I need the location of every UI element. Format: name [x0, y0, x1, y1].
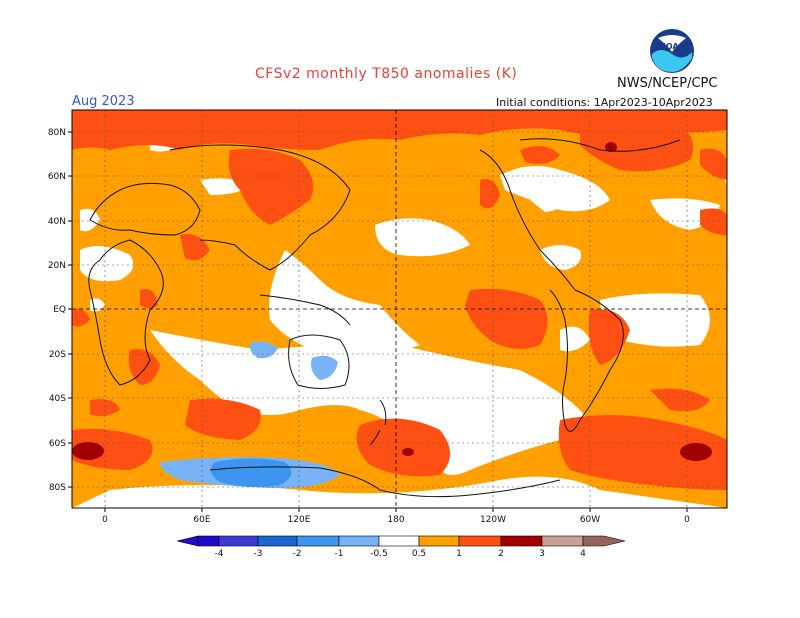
colorbar-high-arrow	[582, 535, 626, 547]
colorbar	[176, 535, 626, 547]
colorbar-swatch	[378, 535, 420, 547]
colorbar-label: -3	[254, 549, 263, 559]
coastlines	[88, 138, 681, 498]
lon-label: 0	[684, 515, 690, 525]
warm-anomaly-regions	[72, 110, 727, 490]
colorbar-swatch	[500, 535, 543, 547]
lon-label: 180	[387, 515, 404, 525]
lat-label: 80N	[48, 128, 66, 138]
lat-label: 60N	[48, 172, 66, 182]
colorbar-swatch	[458, 535, 502, 547]
lon-label: 60E	[193, 515, 210, 525]
lat-label: 40S	[49, 394, 66, 404]
lat-ticks	[68, 131, 72, 488]
colorbar-label: 4	[580, 549, 586, 559]
lon-label: 120E	[288, 515, 311, 525]
noaa-logo-text: NOAA	[659, 42, 685, 51]
colorbar-label: 2	[498, 549, 504, 559]
colorbar-label: -0.5	[370, 549, 388, 559]
colorbar-labels: -4 -3 -2 -1 -0.5 0.5 1 2 3 4	[215, 549, 587, 559]
lat-label: 20S	[49, 350, 66, 360]
colorbar-label: -4	[215, 549, 224, 559]
lat-label: EQ	[53, 305, 66, 315]
map-title: CFSv2 monthly T850 anomalies (K)	[255, 66, 518, 82]
colorbar-swatch	[296, 535, 340, 547]
lon-label: 0	[102, 515, 108, 525]
initial-conditions-label: Initial conditions: 1Apr2023-10Apr2023	[496, 96, 713, 109]
lon-labels: 0 60E 120E 180 120W 60W 0	[102, 515, 690, 525]
colorbar-swatch	[418, 535, 460, 547]
graticule	[72, 110, 727, 508]
colorbar-label: -2	[293, 549, 302, 559]
colorbar-label: 1	[456, 549, 462, 559]
strong-warm-regions	[72, 142, 712, 461]
colorbar-swatch	[197, 535, 220, 547]
colorbar-swatch	[338, 535, 380, 547]
noaa-logo-icon: NOAA	[650, 29, 694, 73]
colorbar-label: 0.5	[412, 549, 426, 559]
valid-month-label: Aug 2023	[72, 94, 135, 109]
lat-label: 60S	[49, 439, 66, 449]
colorbar-swatch	[257, 535, 298, 547]
lat-label: 40N	[48, 217, 66, 227]
lon-ticks	[104, 508, 688, 512]
lat-label: 80S	[49, 483, 66, 493]
lat-labels: 80N 60N 40N 20N EQ 20S 40S 60S 80S	[48, 128, 66, 493]
agency-label: NWS/NCEP/CPC	[617, 76, 718, 91]
lon-label: 60W	[580, 515, 600, 525]
colorbar-swatch	[218, 535, 259, 547]
lon-label: 120W	[480, 515, 506, 525]
near-normal-regions	[72, 138, 727, 508]
colorbar-low-arrow	[176, 535, 199, 547]
equator-dateline	[72, 110, 727, 508]
map-field	[72, 110, 727, 508]
cool-anomaly-regions	[160, 341, 340, 489]
colorbar-label: -1	[335, 549, 344, 559]
colorbar-swatch	[541, 535, 584, 547]
lat-label: 20N	[48, 261, 66, 271]
colorbar-label: 3	[539, 549, 545, 559]
